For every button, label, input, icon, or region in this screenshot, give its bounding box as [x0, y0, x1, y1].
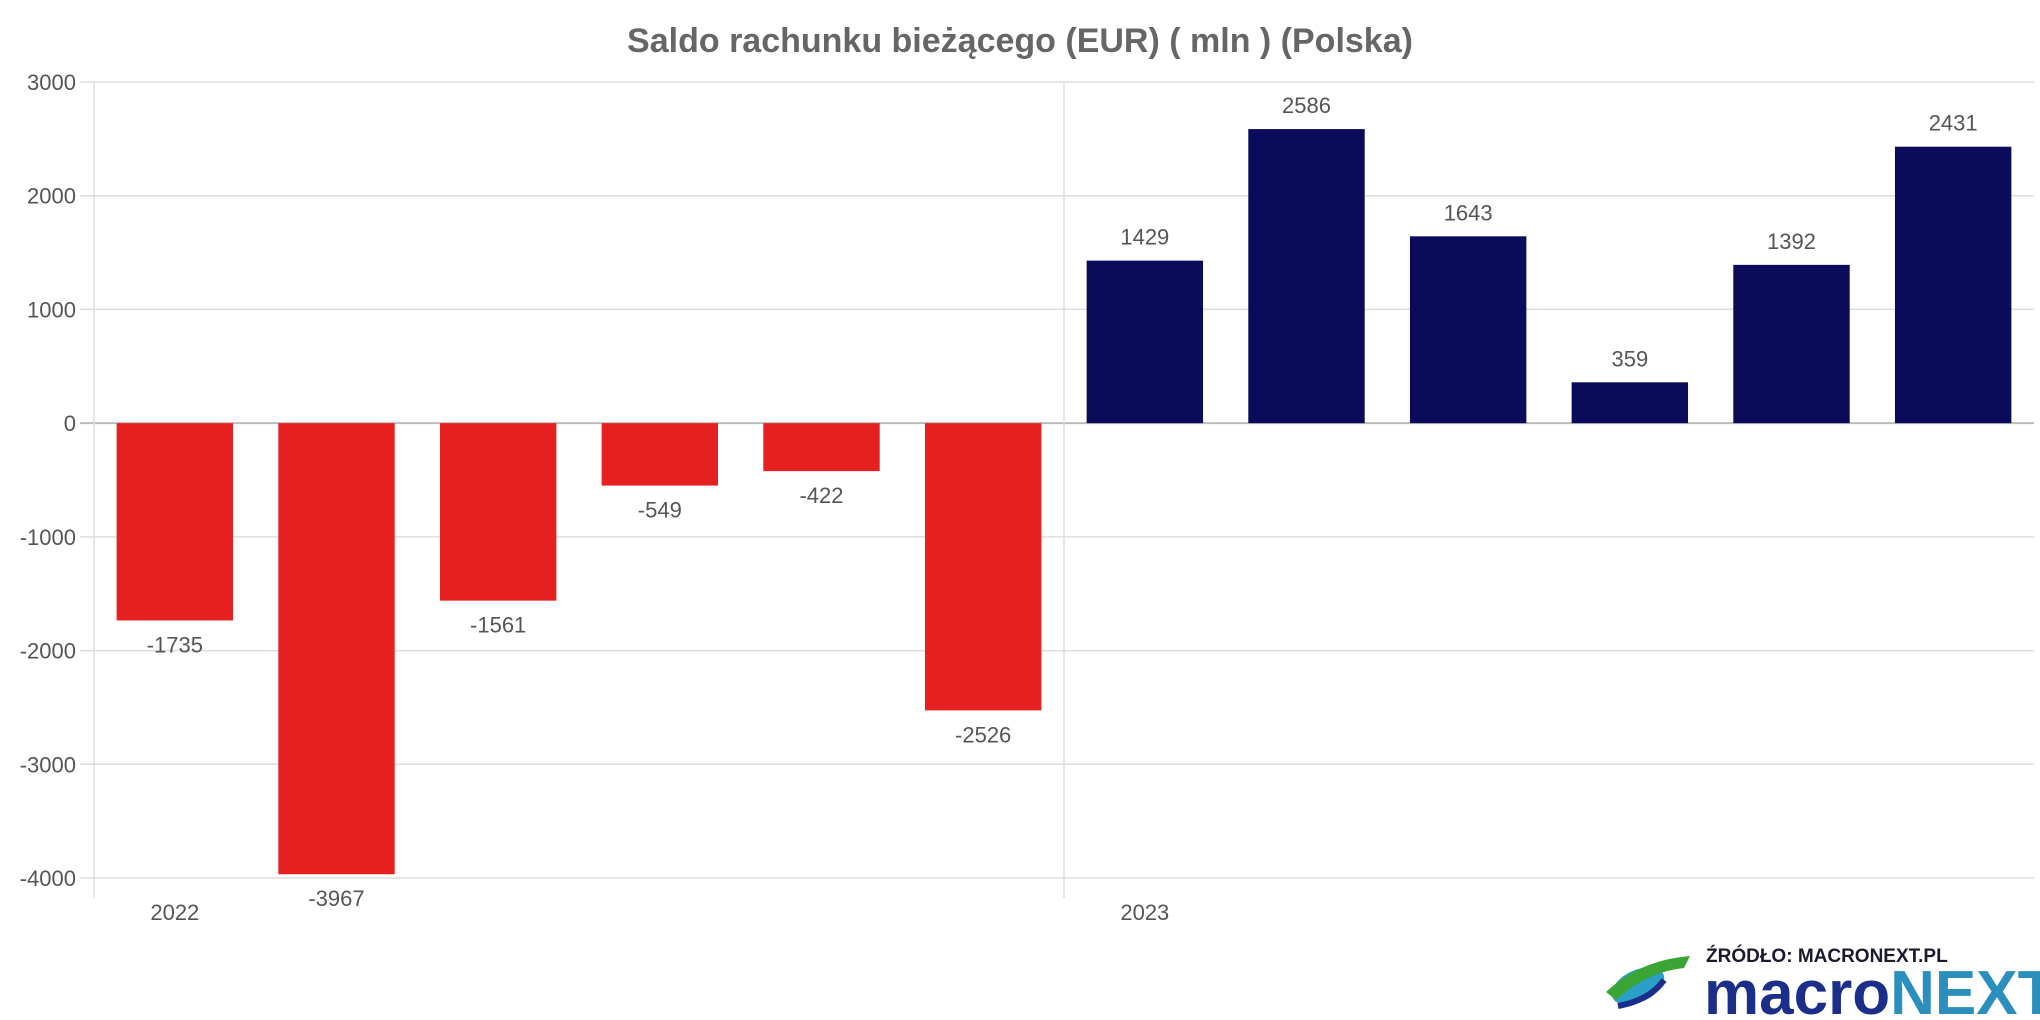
bar: [439, 423, 557, 601]
data-label: 1643: [1444, 200, 1493, 225]
data-label: 359: [1611, 346, 1648, 371]
x-tick-label: 2022: [150, 900, 199, 925]
data-label: 2431: [1929, 111, 1978, 136]
bar: [1733, 264, 1850, 424]
data-label: -549: [638, 498, 682, 523]
bar: [278, 423, 395, 875]
source-logo: ŹRÓDŁO: MACRONEXT.PL macroNEXT: [1606, 945, 2040, 1020]
x-axis-labels: 2022 2023: [150, 900, 1169, 925]
y-tick-label: -2000: [20, 639, 76, 664]
grid-lines: [80, 81, 2034, 898]
bar: [116, 423, 234, 621]
bar: [1409, 236, 1527, 424]
data-label: -2526: [955, 722, 1011, 747]
data-label: 1429: [1120, 225, 1169, 250]
brand-logotype: macroNEXT: [1704, 959, 2040, 1020]
data-label: 1392: [1767, 229, 1816, 254]
y-tick-label: -1000: [20, 525, 76, 550]
bar: [1571, 382, 1689, 424]
data-labels: -1735 -3967 -1561 -549 -422 -2526 1429 2586 1643…: [147, 93, 1978, 911]
y-tick-label: 3000: [27, 70, 76, 95]
logo-swoosh-icon: [1606, 956, 1690, 1009]
bars: [116, 129, 2012, 875]
bar: [601, 423, 719, 486]
data-label: 2586: [1282, 93, 1331, 118]
y-axis-ticks: 3000 2000 1000 0 -1000 -2000 -3000 -4000: [20, 70, 76, 891]
y-tick-label: 1000: [27, 297, 76, 322]
source-text: ŹRÓDŁO: MACRONEXT.PL: [1706, 945, 1948, 967]
y-tick-label: 2000: [27, 184, 76, 209]
bar: [763, 423, 880, 472]
x-tick-label: 2023: [1120, 900, 1169, 925]
chart-title: Saldo rachunku bieżącego (EUR) ( mln ) (…: [627, 22, 1413, 60]
y-tick-label: 0: [64, 411, 76, 436]
data-label: -1735: [147, 632, 203, 657]
bar: [1248, 129, 1365, 424]
y-tick-label: -3000: [20, 752, 76, 777]
y-tick-label: -4000: [20, 866, 76, 891]
data-label: -422: [799, 483, 843, 508]
bar: [924, 423, 1042, 711]
data-label: -1561: [470, 613, 526, 638]
bar: [1086, 260, 1204, 424]
data-label: -3967: [308, 886, 364, 911]
bar: [1894, 146, 2012, 424]
